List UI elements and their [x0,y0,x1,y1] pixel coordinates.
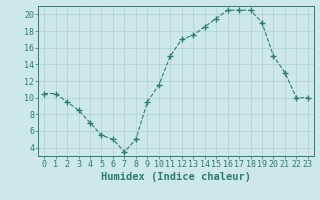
X-axis label: Humidex (Indice chaleur): Humidex (Indice chaleur) [101,172,251,182]
